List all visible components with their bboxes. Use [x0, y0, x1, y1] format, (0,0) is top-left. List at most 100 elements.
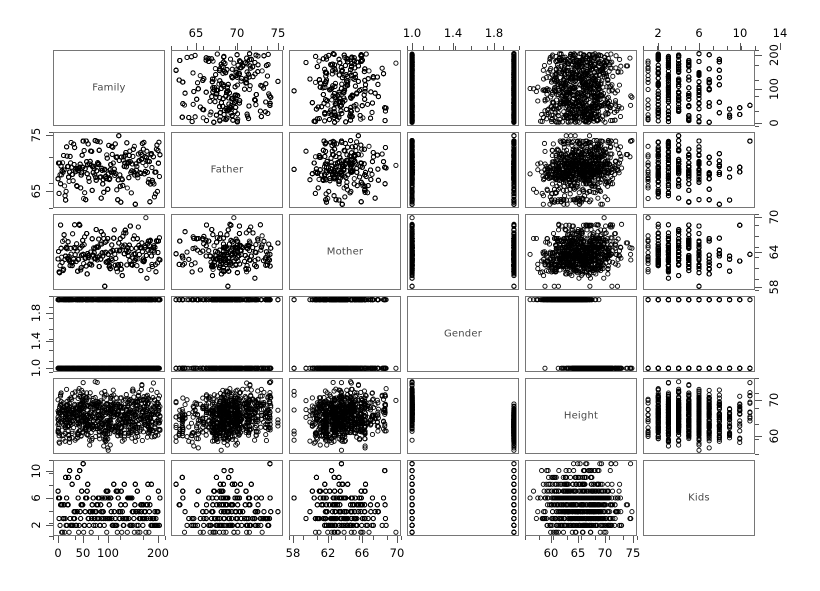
- axis-tick: [46, 341, 53, 342]
- axis-tick: [623, 536, 624, 540]
- scatter-points: [55, 215, 163, 289]
- axis-tick-label: 66: [355, 546, 370, 560]
- axis-tick-label: 100: [97, 546, 119, 560]
- axis-tick: [455, 46, 456, 50]
- axis-tick: [487, 46, 488, 50]
- axis-tick: [755, 123, 762, 124]
- axis-tick-label: 70: [390, 546, 405, 560]
- axis-tick: [49, 361, 53, 362]
- axis-tick: [755, 290, 759, 291]
- scatter-panel-gender-vs-mother: [407, 214, 519, 290]
- axis-tick: [49, 511, 53, 512]
- scatter-panel-kids-vs-mother: [643, 214, 755, 290]
- scatter-points: [645, 215, 753, 289]
- axis-tick: [46, 471, 53, 472]
- axis-tick: [49, 296, 53, 297]
- axis-tick: [685, 46, 686, 50]
- scatter-panel-gender-vs-height: [407, 378, 519, 454]
- axis-tick-label: 1.0: [29, 359, 43, 377]
- scatter-points: [645, 379, 753, 453]
- scatter-panel-mother-vs-family: [289, 50, 401, 126]
- scatter-points: [173, 297, 281, 371]
- scatter-points: [55, 461, 163, 535]
- scatter-panel-father-vs-gender: [171, 296, 283, 372]
- scatter-points: [645, 51, 753, 125]
- axis-tick: [755, 80, 759, 81]
- axis-tick: [120, 536, 121, 540]
- axis-tick: [755, 217, 762, 218]
- axis-tick: [171, 46, 172, 50]
- axis-tick: [755, 378, 759, 379]
- scatter-points: [173, 379, 281, 453]
- axis-tick: [46, 191, 53, 192]
- scatter-panel-family-vs-kids: [53, 460, 165, 536]
- diagonal-label: Family: [54, 83, 164, 94]
- axis-tick-label: 62: [321, 546, 336, 560]
- scatter-points: [291, 51, 399, 125]
- diagonal-label: Height: [526, 411, 636, 422]
- axis-tick: [755, 454, 759, 455]
- scatter-points: [527, 133, 635, 207]
- diagonal-panel-height: Height: [525, 378, 637, 454]
- axis-tick: [83, 536, 84, 543]
- axis-tick: [755, 247, 759, 248]
- axis-tick: [755, 96, 759, 97]
- axis-tick: [755, 400, 762, 401]
- scatter-panel-father-vs-family: [171, 50, 283, 126]
- axis-tick: [727, 46, 728, 50]
- scatter-panel-mother-vs-height: [289, 378, 401, 454]
- axis-tick: [49, 318, 53, 319]
- axis-tick-label: 64: [767, 245, 781, 260]
- axis-tick: [567, 536, 568, 540]
- scatter-panel-mother-vs-father: [289, 132, 401, 208]
- axis-tick: [755, 393, 759, 394]
- diagonal-label: Father: [172, 165, 282, 176]
- axis-tick-label: 70: [230, 26, 245, 40]
- axis-tick: [49, 485, 53, 486]
- axis-tick: [609, 536, 610, 540]
- scatter-panel-family-vs-height: [53, 378, 165, 454]
- axis-tick: [755, 424, 759, 425]
- axis-tick: [755, 439, 759, 440]
- axis-tick: [345, 536, 346, 540]
- diagonal-label: Mother: [290, 247, 400, 258]
- axis-tick: [331, 536, 332, 540]
- axis-tick: [98, 536, 99, 540]
- axis-tick-label: 58: [286, 546, 301, 560]
- scatter-points: [409, 51, 517, 125]
- scatter-panel-kids-vs-height: [643, 378, 755, 454]
- axis-tick: [401, 536, 402, 540]
- scatter-panel-gender-vs-kids: [407, 460, 519, 536]
- axis-tick-label: 75: [29, 128, 43, 143]
- axis-tick: [755, 257, 759, 258]
- scatter-points: [291, 461, 399, 535]
- axis-tick: [643, 46, 644, 50]
- diagonal-panel-gender: Gender: [407, 296, 519, 372]
- scatter-points: [173, 461, 281, 535]
- scatter-points: [291, 133, 399, 207]
- axis-tick: [503, 46, 504, 50]
- axis-tick: [605, 536, 606, 543]
- axis-tick: [551, 536, 552, 543]
- axis-tick-label: 10: [29, 464, 43, 479]
- scatter-points: [527, 215, 635, 289]
- axis-tick: [49, 460, 53, 461]
- axis-tick: [755, 236, 759, 237]
- axis-tick-label: 60: [544, 546, 559, 560]
- axis-tick: [251, 46, 252, 50]
- scatter-panel-family-vs-mother: [53, 214, 165, 290]
- axis-tick: [755, 55, 762, 56]
- axis-tick: [49, 157, 53, 158]
- axis-tick: [293, 536, 294, 543]
- axis-tick: [203, 46, 204, 50]
- axis-tick-label: 58: [767, 280, 781, 295]
- scatter-panel-height-vs-father: [525, 132, 637, 208]
- axis-tick: [219, 46, 220, 50]
- axis-tick-label: 60: [767, 429, 781, 444]
- axis-tick: [519, 46, 520, 50]
- scatter-panel-mother-vs-gender: [289, 296, 401, 372]
- axis-tick-label: 1.4: [444, 26, 462, 40]
- axis-tick: [267, 46, 268, 50]
- axis-tick: [143, 536, 144, 540]
- axis-tick: [53, 536, 54, 540]
